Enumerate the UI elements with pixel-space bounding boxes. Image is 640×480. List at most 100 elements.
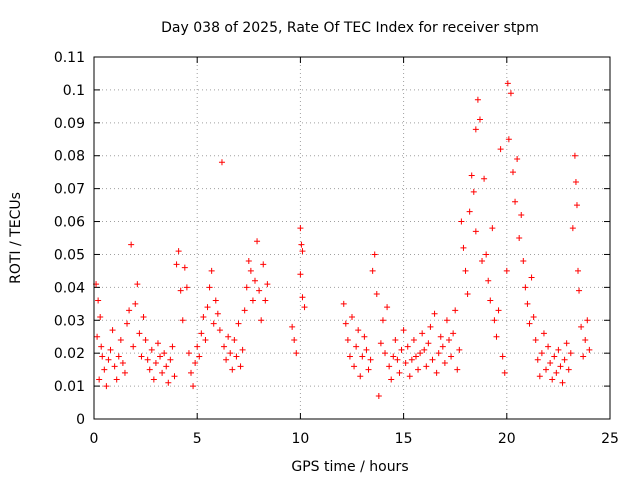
data-point: [188, 369, 195, 376]
data-point: [173, 261, 180, 268]
data-point: [342, 320, 349, 327]
data-point: [382, 350, 389, 357]
data-point: [169, 343, 176, 350]
data-points: [93, 80, 593, 399]
data-point: [446, 337, 453, 344]
data-point: [427, 323, 434, 330]
data-point: [536, 373, 543, 380]
data-point: [299, 248, 306, 255]
data-point: [379, 317, 386, 324]
data-point: [400, 327, 407, 334]
data-point: [518, 211, 525, 218]
data-point: [543, 366, 550, 373]
data-point: [227, 350, 234, 357]
data-point: [394, 356, 401, 363]
data-point: [200, 313, 207, 320]
data-point: [575, 267, 582, 274]
data-point: [450, 330, 457, 337]
data-point: [474, 96, 481, 103]
data-point: [237, 363, 244, 370]
data-point: [398, 346, 405, 353]
chart-title: Day 038 of 2025, Rate Of TEC Index for r…: [161, 20, 539, 36]
data-point: [417, 350, 424, 357]
data-point: [509, 169, 516, 176]
data-point: [245, 258, 252, 265]
y-tick-label: 0.09: [54, 116, 85, 132]
x-tick-label: 15: [395, 431, 413, 447]
data-point: [163, 363, 170, 370]
data-point: [512, 198, 519, 205]
data-point: [349, 313, 355, 320]
data-point: [402, 360, 409, 367]
data-point: [365, 366, 372, 373]
data-point: [375, 392, 382, 399]
data-point: [481, 175, 488, 182]
x-tick-label: 20: [498, 431, 516, 447]
data-point: [249, 297, 256, 304]
data-point: [251, 277, 258, 284]
data-point: [214, 310, 221, 317]
data-point: [107, 346, 114, 353]
data-point: [530, 313, 537, 320]
data-point: [553, 369, 560, 376]
y-tick-label: 0.07: [54, 182, 85, 198]
data-point: [503, 267, 510, 274]
data-point: [371, 251, 378, 258]
data-point: [179, 317, 186, 324]
data-point: [235, 320, 242, 327]
data-point: [346, 353, 353, 360]
data-point: [124, 320, 131, 327]
data-point: [454, 366, 461, 373]
data-point: [297, 271, 304, 278]
data-point: [204, 304, 211, 311]
data-point: [208, 267, 215, 274]
data-point: [501, 369, 508, 376]
data-point: [549, 376, 556, 383]
data-point: [369, 267, 376, 274]
data-point: [505, 136, 512, 143]
data-point: [289, 323, 296, 330]
data-point: [121, 369, 128, 376]
data-point: [142, 337, 149, 344]
data-point: [472, 126, 479, 133]
data-point: [231, 337, 238, 344]
data-point: [410, 337, 417, 344]
data-point: [95, 297, 102, 304]
data-point: [497, 146, 504, 153]
data-point: [161, 350, 168, 357]
data-point: [522, 284, 529, 291]
data-point: [567, 350, 574, 357]
data-point: [520, 258, 527, 265]
data-point: [572, 179, 579, 186]
data-point: [547, 360, 554, 367]
data-point: [555, 346, 562, 353]
data-point: [487, 297, 494, 304]
data-point: [297, 225, 304, 232]
x-tick-label: 0: [90, 431, 99, 447]
data-point: [565, 366, 572, 373]
y-tick-label: 0.01: [54, 379, 85, 395]
data-point: [216, 327, 223, 334]
data-point: [396, 369, 403, 376]
data-point: [98, 343, 105, 350]
data-point: [247, 267, 254, 274]
data-point: [491, 317, 498, 324]
data-point: [412, 353, 419, 360]
x-axis-title: GPS time / hours: [291, 459, 408, 475]
data-point: [239, 346, 246, 353]
data-point: [150, 376, 157, 383]
data-point: [177, 287, 184, 294]
data-point: [165, 379, 172, 386]
data-point: [476, 116, 483, 123]
data-point: [441, 360, 448, 367]
data-point: [456, 346, 463, 353]
data-point: [97, 313, 104, 320]
y-tick-label: 0.05: [54, 247, 85, 263]
data-point: [464, 290, 471, 297]
data-point: [532, 337, 539, 344]
data-point: [573, 202, 580, 209]
data-point: [159, 369, 166, 376]
data-point: [388, 376, 395, 383]
data-point: [576, 287, 583, 294]
data-point: [489, 225, 496, 232]
